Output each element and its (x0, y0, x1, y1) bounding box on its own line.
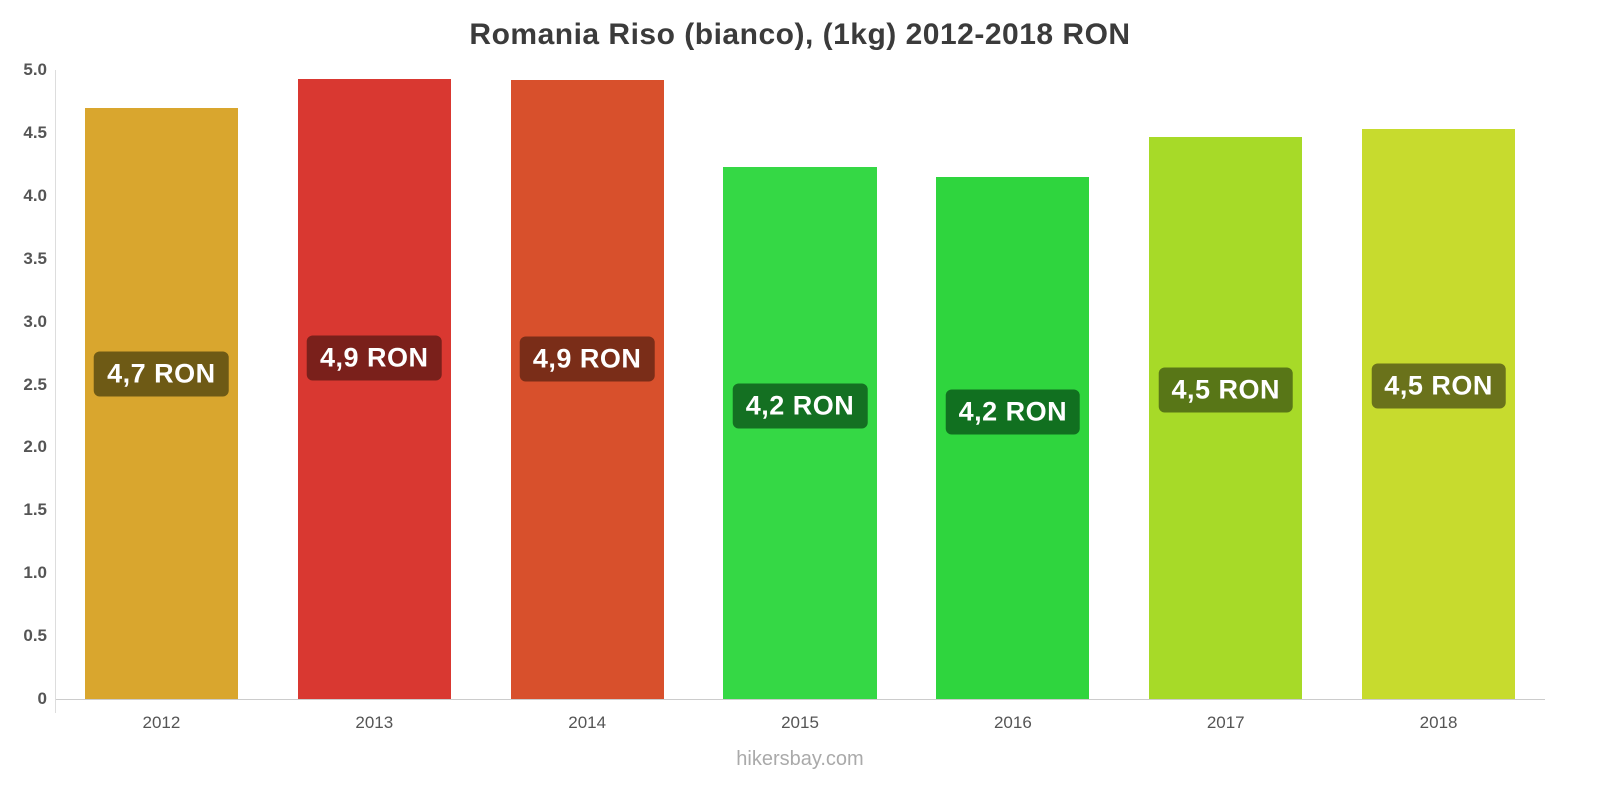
y-tick-label: 3.0 (23, 311, 47, 331)
bar-2015: 4,2 RON (723, 166, 877, 699)
value-label-2014: 4,9 RON (519, 336, 655, 382)
chart-title: Romania Riso (bianco), (1kg) 2012-2018 R… (469, 18, 1131, 51)
y-tick-label: 2.5 (23, 374, 47, 394)
x-tick-label-2018: 2018 (1419, 713, 1458, 732)
x-tick-label-2014: 2014 (568, 713, 607, 732)
y-tick-label: 0 (37, 689, 47, 708)
value-label-2018: 4,5 RON (1371, 363, 1506, 409)
bar-chart: 5.0 4.5 4.0 3.5 3.0 2.5 2.0 1.5 1.0 0.5 0 4,7 RON 2… (23, 60, 1545, 732)
bar-2014: 4,9 RON (510, 80, 664, 699)
x-tick-label-2017: 2017 (1206, 713, 1245, 732)
y-tick-label: 5.0 (23, 60, 47, 79)
y-tick-label: 1.0 (23, 563, 47, 583)
plot-area: 4,7 RON 2012 4,9 RON 2013 4,9 RON 2014 4,2 RON… (55, 70, 1545, 732)
x-tick-label-2016: 2016 (993, 713, 1032, 732)
value-label-2015: 4,2 RON (732, 383, 868, 429)
watermark: hikersbay.com (736, 748, 864, 770)
value-label-2017: 4,5 RON (1158, 367, 1293, 413)
bar-2013: 4,9 RON (297, 78, 451, 699)
bar-2016: 4,2 RON (936, 176, 1090, 699)
bar-2017: 4,5 RON (1149, 136, 1303, 699)
y-tick-label: 4.0 (23, 185, 47, 205)
y-tick-label: 4.5 (23, 122, 47, 142)
value-label-2012: 4,7 RON (94, 351, 229, 397)
bar-2018: 4,5 RON (1361, 129, 1516, 699)
value-label-2016: 4,2 RON (945, 389, 1081, 435)
y-tick-label: 2.0 (23, 437, 47, 457)
x-tick-label-2015: 2015 (781, 713, 819, 732)
x-tick-label-2012: 2012 (142, 713, 181, 732)
bar-group-2013: 4,9 RON 2013 (268, 70, 481, 732)
y-tick-label: 3.5 (23, 248, 47, 268)
y-tick-label: 1.5 (23, 500, 47, 520)
value-label-2013: 4,9 RON (307, 335, 442, 381)
bar-group-2018: 4,5 RON 2018 (1332, 70, 1545, 732)
bar-group-2016: 4,2 RON 2016 (906, 70, 1119, 732)
y-tick-label: 0.5 (23, 626, 47, 646)
bar-group-2014: 4,9 RON 2014 (481, 70, 694, 732)
bar-group-2012: 4,7 RON 2012 (55, 70, 268, 732)
bar-group-2017: 4,5 RON 2017 (1119, 70, 1332, 732)
x-tick-label-2013: 2013 (355, 713, 394, 732)
bar-group-2015: 4,2 RON 2015 (694, 70, 907, 732)
bar-2012: 4,7 RON (84, 107, 239, 699)
